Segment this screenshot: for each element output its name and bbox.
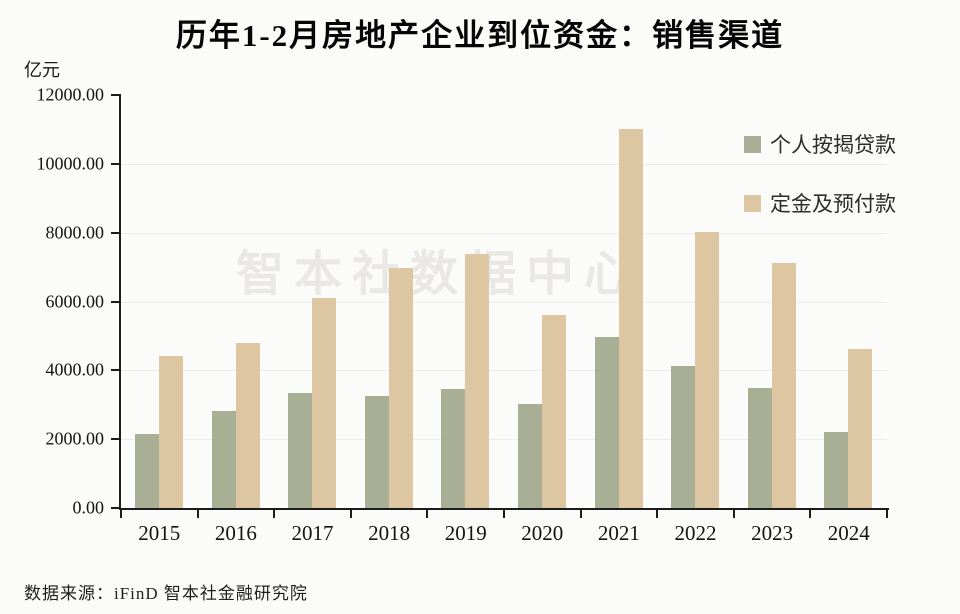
bar-mortgage-2024 bbox=[824, 432, 849, 508]
bar-deposit-2020 bbox=[542, 315, 566, 508]
grid-line bbox=[121, 232, 887, 234]
x-axis-label-2022: 2022 bbox=[674, 521, 717, 545]
x-axis-tick bbox=[426, 510, 429, 518]
bar-deposit-2022 bbox=[695, 232, 720, 508]
bar-mortgage-2016 bbox=[211, 411, 236, 508]
grid-line bbox=[121, 301, 887, 303]
bar-deposit-2018 bbox=[388, 268, 413, 508]
grid-line bbox=[121, 163, 887, 165]
bar-mortgage-2017 bbox=[288, 393, 313, 508]
legend-label-mortgage: 个人按揭贷款 bbox=[770, 133, 896, 157]
x-axis-label-2024: 2024 bbox=[827, 521, 870, 545]
y-axis-tick-label: 4000.00 bbox=[45, 359, 105, 380]
bar-mortgage-2021 bbox=[594, 337, 619, 508]
bar-deposit-2016 bbox=[235, 343, 260, 508]
y-axis-unit-label: 亿元 bbox=[24, 60, 60, 80]
bar-mortgage-2020 bbox=[518, 404, 542, 508]
legend-item-deposit: 定金及预付款 bbox=[744, 188, 896, 218]
x-axis-label-2017: 2017 bbox=[291, 521, 334, 545]
bar-deposit-2019 bbox=[465, 254, 490, 508]
x-axis-label-2020: 2020 bbox=[521, 521, 564, 545]
x-axis-line bbox=[119, 508, 889, 510]
y-axis-tick-label: 0.00 bbox=[72, 497, 105, 518]
grid-line bbox=[121, 370, 887, 372]
legend-item-mortgage: 个人按揭贷款 bbox=[744, 129, 896, 159]
y-axis-line bbox=[119, 94, 121, 510]
page-title: 历年1-2月房地产企业到位资金：销售渠道 bbox=[175, 18, 785, 53]
legend-swatch-mortgage-icon bbox=[744, 135, 761, 153]
y-axis-tick bbox=[111, 507, 119, 509]
bar-mortgage-2022 bbox=[671, 366, 696, 508]
x-axis-tick bbox=[579, 510, 582, 518]
x-axis-tick bbox=[503, 510, 505, 518]
y-axis-tick bbox=[111, 94, 119, 96]
x-axis-tick bbox=[886, 510, 888, 518]
bar-mortgage-2015 bbox=[135, 434, 159, 508]
bar-mortgage-2019 bbox=[441, 389, 466, 508]
bar-mortgage-2018 bbox=[364, 396, 389, 508]
x-axis-tick bbox=[656, 510, 659, 518]
y-axis-tick bbox=[111, 438, 119, 441]
y-axis-tick bbox=[111, 231, 119, 234]
x-axis-label-2015: 2015 bbox=[138, 521, 181, 545]
x-axis-tick bbox=[349, 510, 352, 518]
x-axis-label-2019: 2019 bbox=[444, 521, 487, 545]
y-axis-tick bbox=[111, 162, 119, 165]
bar-mortgage-2023 bbox=[747, 388, 772, 508]
y-axis-tick-label: 2000.00 bbox=[45, 428, 105, 449]
x-axis-label-2016: 2016 bbox=[214, 521, 257, 545]
x-axis-label-2021: 2021 bbox=[597, 521, 640, 545]
grid-line bbox=[121, 439, 887, 441]
source-note: 数据来源：iFinD 智本社金融研究院 bbox=[24, 584, 308, 603]
x-axis-tick bbox=[273, 510, 276, 518]
bar-deposit-2017 bbox=[312, 298, 337, 508]
bar-deposit-2015 bbox=[159, 356, 183, 508]
x-axis-tick bbox=[196, 510, 199, 518]
x-axis-tick bbox=[120, 510, 122, 518]
y-axis-tick-label: 6000.00 bbox=[45, 291, 105, 311]
legend-swatch-deposit-icon bbox=[744, 194, 761, 212]
y-axis-tick-label: 10000.00 bbox=[36, 153, 105, 174]
y-axis-tick-label: 12000.00 bbox=[36, 84, 105, 105]
legend: 个人按揭贷款 定金及预付款 bbox=[744, 129, 896, 247]
y-axis-tick-label: 8000.00 bbox=[45, 222, 105, 243]
x-axis-label-2018: 2018 bbox=[368, 521, 411, 545]
x-axis-tick bbox=[732, 510, 735, 518]
y-axis-tick bbox=[111, 369, 119, 372]
bar-deposit-2024 bbox=[848, 349, 873, 508]
bar-deposit-2023 bbox=[771, 263, 796, 508]
x-axis-label-2023: 2023 bbox=[751, 521, 794, 545]
y-axis-tick bbox=[111, 300, 119, 303]
bar-deposit-2021 bbox=[618, 129, 643, 508]
x-axis-tick bbox=[809, 510, 812, 518]
legend-label-deposit: 定金及预付款 bbox=[770, 192, 896, 216]
watermark: 智本社数据中心 bbox=[236, 248, 643, 301]
